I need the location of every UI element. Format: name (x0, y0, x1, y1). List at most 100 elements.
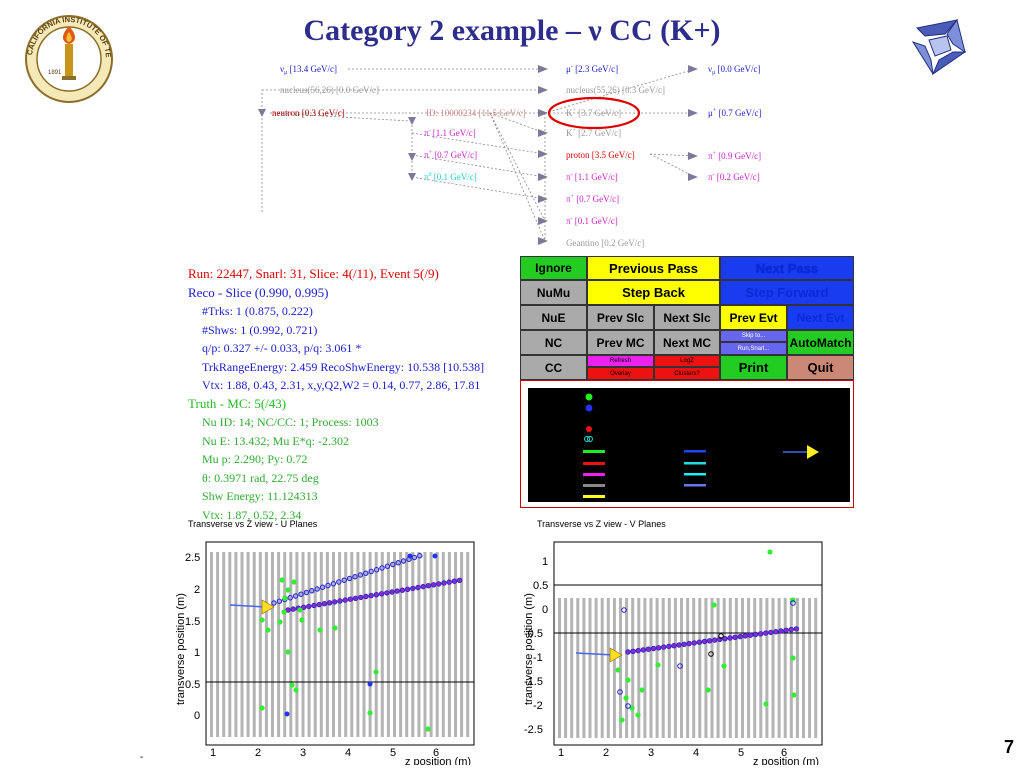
u-ytick: 2 (194, 584, 200, 596)
u-xtick: 2 (255, 747, 261, 759)
v-ytick: -1.5 (524, 676, 543, 688)
u-ytick: 2.5 (185, 552, 200, 564)
footer-dash: - (140, 752, 144, 763)
tree-node-nucleus-in: nucleus(56,26) [0.0 GeV/c] (280, 85, 379, 95)
reco-item: TrkRangeEnergy: 2.459 RecoShwEnergy: 10.… (202, 359, 485, 374)
refresh-button[interactable]: Refresh (587, 355, 654, 367)
v-ytick: 0 (542, 604, 548, 616)
prev-slice-button[interactable]: Prev Slc (587, 305, 654, 330)
v-ytick: -2.5 (524, 724, 543, 736)
tree-node-pi0: π0 [0.1 GeV/c] (424, 172, 477, 182)
reco-item: #Trks: 1 (0.875, 0.222) (202, 304, 313, 318)
u-plot-title: Transverse vs Z view - U Planes (188, 519, 318, 529)
run-snarl-button[interactable]: Run,Snarl... (720, 342, 787, 355)
v-view-plot: 1 2 3 4 5 6 -2.5 -2 -1.5 -1 -0.5 0 0.5 1… (523, 541, 823, 765)
skip-to-button[interactable]: Skip to... (720, 330, 787, 342)
next-slice-button[interactable]: Next Slc (654, 305, 720, 330)
u-view-plot: 1 2 3 4 5 6 0 0.5 1 1.5 2 2.5 transverse… (175, 541, 475, 765)
v-xtick: 5 (738, 747, 744, 759)
previous-pass-button[interactable]: Previous Pass (587, 256, 720, 280)
u-xtick: 1 (210, 747, 216, 759)
overlay-button[interactable]: Overlay (587, 367, 654, 380)
v-plot-title: Transverse vs Z view - V Planes (537, 519, 666, 529)
tree-node-numu-out: νμ [0.0 GeV/c] (708, 64, 761, 76)
reco-item: #Shws: 1 (0.992, 0.721) (202, 322, 318, 337)
print-button[interactable]: Print (720, 355, 787, 380)
automatch-button[interactable]: AutoMatch (787, 330, 854, 355)
v-ytick: -2 (533, 700, 543, 712)
truth-item: Nu E: 13.432; Mu E*q: -2.302 (202, 433, 349, 448)
decay-tree-diagram: νμ [13.4 GeV/c] nucleus(56,26) [0.0 GeV/… (258, 64, 761, 248)
tree-node-kplus-2: K+ [2.7 GeV/c] (566, 128, 621, 138)
cc-button[interactable]: CC (520, 355, 587, 380)
event-info-panel: Run: 22447, Snarl: 31, Slice: 4(/11), Ev… (188, 265, 518, 524)
v-xlabel: z position (m) (753, 756, 819, 765)
tree-node-nucleus-out: nucleus(55,26) [0.3 GeV/c] (566, 85, 665, 95)
run-info: Run: 22447, Snarl: 31, Slice: 4(/11), Ev… (188, 266, 439, 281)
tree-node-proton: proton [3.5 GeV/c] (566, 150, 635, 160)
v-xtick: 4 (693, 747, 699, 759)
next-event-button[interactable]: Next Evt (787, 305, 854, 330)
step-back-button[interactable]: Step Back (587, 280, 720, 305)
tree-node-id: ID: 10000234 [11.5 GeV/c] (426, 108, 526, 118)
reco-slice-header: Reco - Slice (0.990, 0.995) (188, 284, 329, 300)
next-mc-button[interactable]: Next MC (654, 330, 720, 355)
tree-node-geantino: Geantino [0.2 GeV/c] (566, 238, 644, 248)
prev-event-button[interactable]: Prev Evt (720, 305, 787, 330)
v-ytick: -0.5 (524, 628, 543, 640)
nc-button[interactable]: NC (520, 330, 587, 355)
u-ytick: 0.5 (185, 679, 200, 691)
tree-node-pim-1: π- [1.1 GeV/c] (424, 128, 476, 138)
v-ylabel: transverse position (m) (523, 593, 535, 705)
scan-control-panel: Ignore Previous Pass Next Pass NuMu Step… (520, 256, 854, 380)
u-ytick: 1 (194, 647, 200, 659)
truth-item: Mu p: 2.290; Py: 0.72 (202, 452, 308, 466)
u-xtick: 3 (300, 747, 306, 759)
tree-node-pi-07b: π+ [0.7 GeV/c] (566, 194, 619, 204)
v-xtick: 3 (648, 747, 654, 759)
u-ylabel: transverse position (m) (175, 593, 187, 705)
tree-node-numu-in: νμ [13.4 GeV/c] (280, 64, 337, 76)
tree-node-kplus: K+ [3.7 GeV/c] (566, 108, 621, 118)
v-xtick: 1 (558, 747, 564, 759)
ignore-button[interactable]: Ignore (520, 256, 587, 280)
reco-item: q/p: 0.327 +/- 0.033, p/q: 3.061 * (202, 341, 362, 355)
nue-button[interactable]: NuE (520, 305, 587, 330)
numu-button[interactable]: NuMu (520, 280, 587, 305)
tree-node-pip-07: π+ [0.7 GeV/c] (424, 150, 477, 160)
u-xlabel: z position (m) (405, 756, 471, 765)
truth-mc-header: Truth - MC: 5(/43) (188, 395, 287, 411)
highlight-ellipse (547, 96, 641, 130)
prev-mc-button[interactable]: Prev MC (587, 330, 654, 355)
tree-node-mu-plus: μ+ [0.7 GeV/c] (708, 108, 761, 118)
clusters-button[interactable]: Clusters? (654, 367, 720, 380)
logz-button[interactable]: LogZ (654, 355, 720, 367)
tree-node-pi-minus-02: π- [0.2 GeV/c] (708, 172, 760, 182)
tree-node-pi-plus-09: π+ [0.9 GeV/c] (708, 151, 761, 161)
u-ytick: 1.5 (185, 616, 200, 628)
v-ytick: -1 (533, 652, 543, 664)
u-ytick: 0 (194, 710, 200, 722)
page-number: 7 (1003, 737, 1014, 757)
v-ytick: 1 (542, 556, 548, 568)
truth-item: Shw Energy: 11.124313 (202, 489, 318, 503)
truth-item: θ: 0.3971 rad, 22.75 deg (202, 470, 319, 485)
v-xtick: 2 (603, 747, 609, 759)
tree-node-pi-01: π- [0.1 GeV/c] (566, 216, 618, 226)
slide-title: Category 2 example – ν CC (K+) (303, 14, 721, 47)
caltech-seal-logo: CALIFORNIA INSTITUTE OF TECHNOLOGY 1891 (24, 14, 113, 103)
u-xtick: 6 (433, 747, 439, 759)
v-ytick: 0.5 (533, 580, 548, 592)
event-display-view (520, 380, 854, 508)
v-xtick: 6 (781, 747, 787, 759)
next-pass-button[interactable]: Next Pass (720, 256, 854, 280)
truth-item: Vtx: 1.87, 0.52, 2.34 (202, 507, 302, 522)
minos-logo (911, 18, 967, 76)
tree-node-pi-11: π- [1.1 GeV/c] (566, 172, 618, 182)
u-xtick: 4 (345, 747, 351, 759)
step-forward-button[interactable]: Step Forward (720, 280, 854, 305)
svg-text:1891: 1891 (48, 70, 62, 76)
truth-item: Nu ID: 14; NC/CC: 1; Process: 1003 (202, 415, 379, 429)
quit-button[interactable]: Quit (787, 355, 854, 380)
u-xtick: 5 (390, 747, 396, 759)
